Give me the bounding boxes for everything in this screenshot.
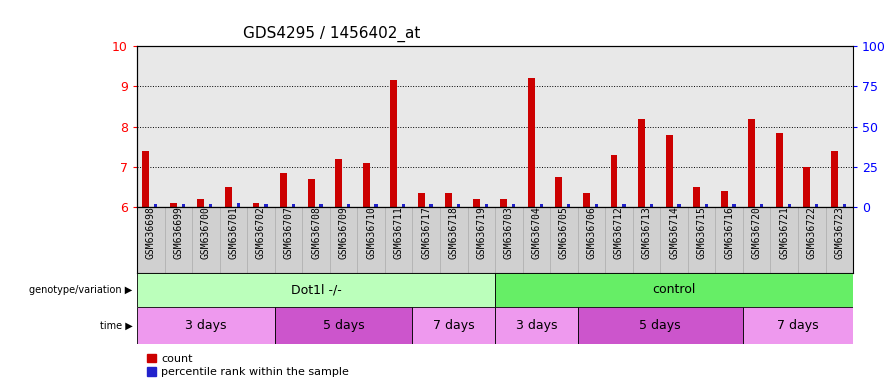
Bar [402, 204, 405, 207]
Bar [743, 307, 853, 344]
Bar [622, 204, 626, 207]
Bar [170, 204, 177, 207]
Bar [154, 204, 157, 207]
Bar [137, 307, 275, 344]
Bar [253, 204, 259, 207]
Bar [638, 119, 645, 207]
Bar [666, 135, 673, 207]
Text: control: control [652, 283, 696, 296]
Bar [292, 204, 295, 207]
Bar [347, 204, 350, 207]
Bar [528, 78, 535, 207]
Bar [776, 133, 782, 207]
Bar [473, 199, 480, 207]
Text: time ▶: time ▶ [100, 320, 133, 331]
Bar [512, 204, 515, 207]
Bar [495, 307, 577, 344]
Bar [705, 204, 708, 207]
Bar [831, 151, 838, 207]
Bar [842, 204, 846, 207]
Bar [362, 163, 370, 207]
Bar [446, 193, 453, 207]
Text: 3 days: 3 days [515, 319, 557, 332]
Bar [390, 80, 397, 207]
Bar [760, 204, 763, 207]
Bar [225, 187, 232, 207]
Bar [142, 151, 149, 207]
Bar [457, 204, 461, 207]
Bar [583, 193, 590, 207]
Bar [577, 307, 743, 344]
Bar [748, 119, 755, 207]
Text: GDS4295 / 1456402_at: GDS4295 / 1456402_at [243, 26, 421, 42]
Bar [804, 167, 811, 207]
Bar [555, 177, 562, 207]
Text: 5 days: 5 days [639, 319, 681, 332]
Bar [335, 159, 342, 207]
Legend: count, percentile rank within the sample: count, percentile rank within the sample [142, 349, 354, 382]
Bar [693, 187, 700, 207]
Bar [484, 204, 488, 207]
Bar [375, 204, 377, 207]
Text: 7 days: 7 days [433, 319, 475, 332]
Bar [788, 204, 791, 207]
Bar [430, 204, 433, 207]
Text: Dot1l -/-: Dot1l -/- [291, 283, 341, 296]
Bar [275, 307, 413, 344]
Text: 5 days: 5 days [323, 319, 364, 332]
Bar [677, 204, 681, 207]
Bar [197, 199, 204, 207]
Bar [500, 199, 507, 207]
Bar [418, 193, 424, 207]
Bar [264, 204, 268, 207]
Bar [568, 204, 570, 207]
Bar [595, 204, 598, 207]
Bar [539, 204, 543, 207]
Bar [308, 179, 315, 207]
Bar [181, 204, 185, 207]
Bar [210, 204, 212, 207]
Text: 3 days: 3 days [185, 319, 226, 332]
Bar [815, 204, 819, 207]
Bar [611, 155, 617, 207]
Bar [137, 273, 495, 307]
Bar [280, 173, 287, 207]
Text: genotype/variation ▶: genotype/variation ▶ [29, 285, 133, 295]
Bar [733, 204, 735, 207]
Bar [495, 273, 853, 307]
Text: 7 days: 7 days [777, 319, 819, 332]
Bar [413, 307, 495, 344]
Bar [650, 204, 653, 207]
Bar [319, 204, 323, 207]
Bar [720, 191, 728, 207]
Bar [237, 202, 240, 207]
